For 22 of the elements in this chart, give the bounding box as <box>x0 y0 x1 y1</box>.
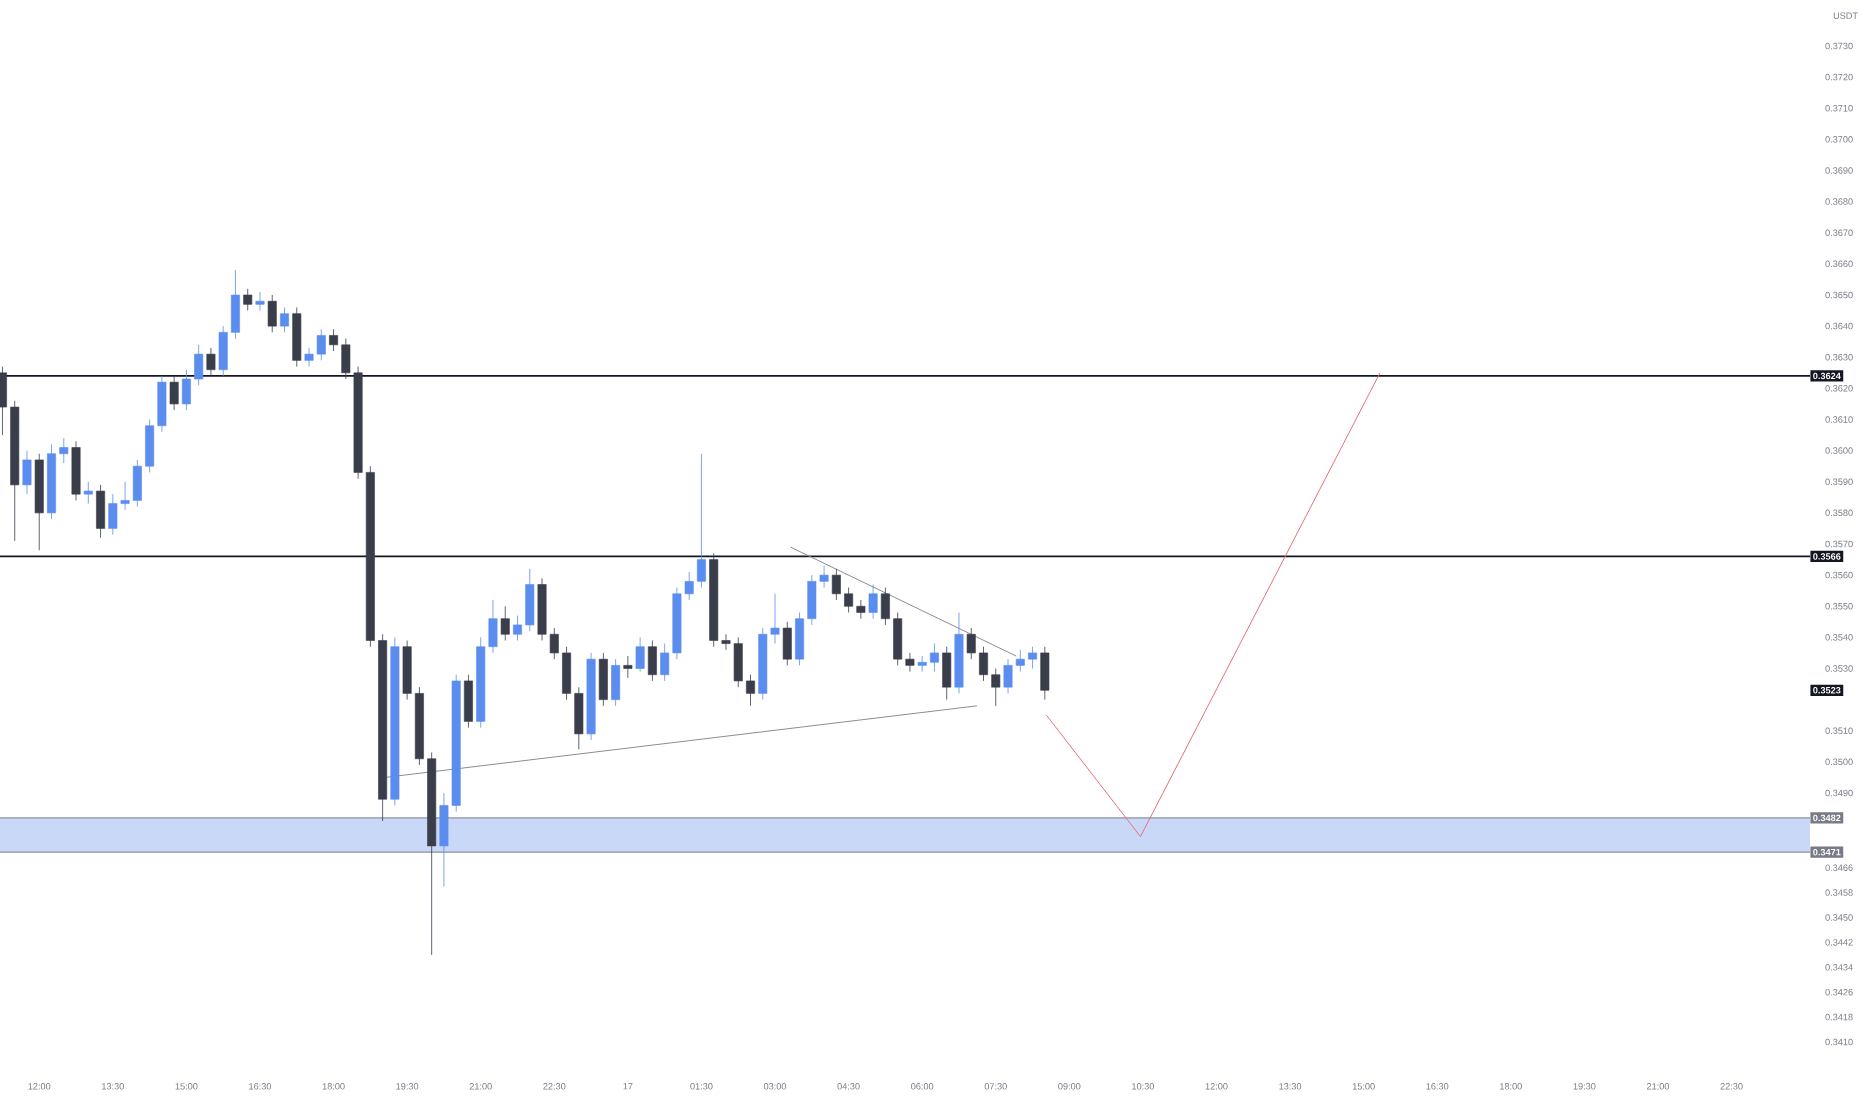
candlestick <box>500 605 510 641</box>
candlestick <box>243 288 253 311</box>
candlestick <box>647 640 657 682</box>
candlestick <box>1040 646 1050 701</box>
candlestick <box>267 294 277 333</box>
candlestick <box>206 347 216 377</box>
candlestick <box>280 307 289 333</box>
candlestick <box>782 621 792 666</box>
candlestick <box>635 636 645 673</box>
candlestick <box>611 658 621 707</box>
candlestick <box>22 450 32 495</box>
candlestick <box>868 584 878 620</box>
candlestick <box>96 484 106 539</box>
candlestick <box>255 291 265 311</box>
candlestick <box>71 440 81 501</box>
candlestick <box>598 652 608 707</box>
candlestick <box>942 646 952 701</box>
candlestick <box>463 674 473 729</box>
candlestick <box>83 481 93 504</box>
candlestick <box>169 375 179 411</box>
candlestick <box>292 307 302 367</box>
candlestick <box>623 655 633 679</box>
